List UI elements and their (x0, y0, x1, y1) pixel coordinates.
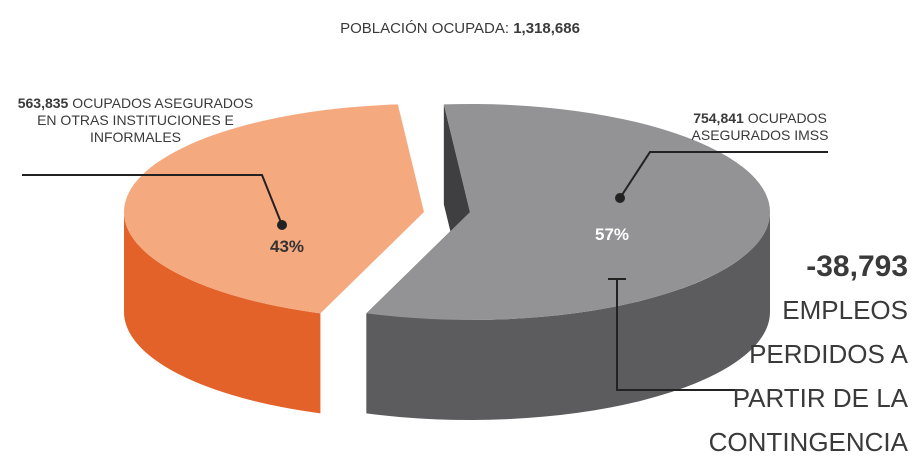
slice-name: OCUPADOS ASEGURADOS IMSS (691, 110, 829, 143)
title-text: POBLACIÓN OCUPADA: (340, 20, 510, 37)
pie (124, 104, 771, 420)
leader-line (619, 151, 828, 199)
annotation-value: -38,793 (806, 250, 908, 283)
leader-line (616, 279, 740, 391)
leaders (22, 151, 828, 391)
pie-slice (366, 104, 771, 320)
value-label: 43% (270, 237, 304, 256)
slice-label: 754,841 OCUPADOS ASEGURADOS IMSS (680, 110, 840, 144)
leader-dot (615, 193, 625, 203)
value-label: 57% (595, 225, 629, 244)
slice-side (366, 212, 770, 420)
leader-dot (277, 220, 287, 230)
title: POBLACIÓN OCUPADA: 1,318,686 (0, 20, 920, 37)
annotation-text: EMPLEOS PERDIDOS A PARTIR DE LA CONTINGE… (708, 295, 908, 457)
leader-line (22, 174, 283, 226)
pie-slice (124, 104, 424, 314)
slice-side (124, 212, 321, 414)
title-value: 1,318,686 (513, 20, 580, 37)
slice-count: 563,835 (17, 95, 69, 111)
slice-label: 563,835 OCUPADOS ASEGURADOS EN OTRAS INS… (8, 95, 263, 146)
slice-count: 754,841 (693, 110, 744, 126)
slice-name: OCUPADOS ASEGURADOS EN OTRAS INSTITUCION… (37, 95, 254, 145)
